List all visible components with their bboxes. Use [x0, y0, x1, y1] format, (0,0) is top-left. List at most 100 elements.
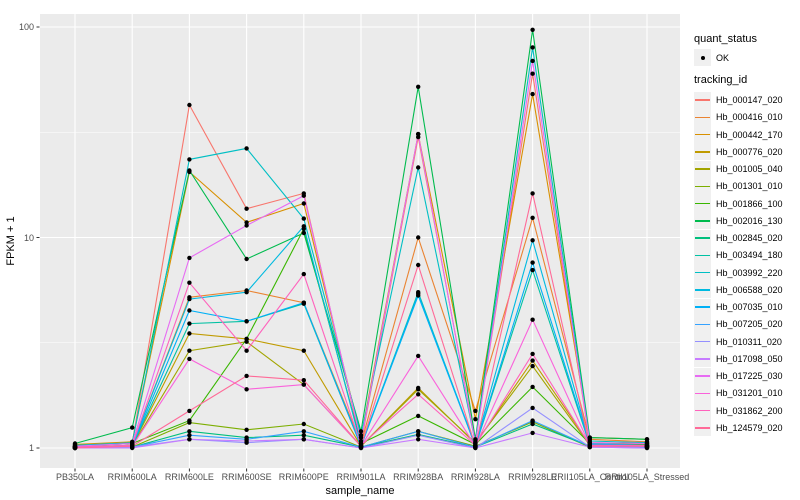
data-point[interactable]	[244, 223, 249, 228]
legend-item-Hb_010311_020[interactable]: Hb_010311_020	[694, 333, 800, 350]
legend-item-Hb_007205_020[interactable]: Hb_007205_020	[694, 315, 800, 333]
data-point[interactable]	[530, 317, 535, 322]
data-point[interactable]	[187, 418, 192, 423]
data-point[interactable]	[416, 293, 421, 298]
legend-item-Hb_003992_220[interactable]: Hb_003992_220	[694, 264, 800, 281]
data-point[interactable]	[530, 238, 535, 243]
data-point[interactable]	[130, 425, 135, 430]
legend-item-Hb_017225_030[interactable]: Hb_017225_030	[694, 367, 800, 385]
data-point[interactable]	[301, 378, 306, 383]
data-point[interactable]	[244, 290, 249, 295]
data-point[interactable]	[244, 220, 249, 225]
legend-item-Hb_001866_100[interactable]: Hb_001866_100	[694, 195, 800, 212]
data-point[interactable]	[187, 348, 192, 353]
data-point[interactable]	[244, 373, 249, 379]
legend-item-Hb_001301_010[interactable]: Hb_001301_010	[694, 177, 800, 195]
data-point[interactable]	[244, 438, 249, 444]
data-point[interactable]	[530, 45, 535, 50]
data-point[interactable]	[358, 433, 364, 438]
legend-item-Hb_007035_010[interactable]: Hb_007035_010	[694, 298, 800, 316]
data-point[interactable]	[187, 168, 192, 173]
legend-item-Hb_000416_010[interactable]: Hb_000416_010	[694, 108, 800, 126]
data-point[interactable]	[644, 437, 650, 442]
data-point[interactable]	[416, 413, 421, 419]
data-point[interactable]	[301, 433, 306, 438]
data-point[interactable]	[416, 131, 421, 137]
data-point[interactable]	[530, 384, 535, 390]
data-point[interactable]	[416, 165, 421, 170]
data-point[interactable]	[301, 429, 306, 434]
data-point[interactable]	[473, 437, 478, 442]
legend-item-Hb_002016_130[interactable]: Hb_002016_130	[694, 212, 800, 230]
data-point[interactable]	[473, 417, 478, 422]
data-point[interactable]	[530, 267, 535, 273]
data-point[interactable]	[530, 351, 535, 357]
data-point[interactable]	[244, 146, 249, 151]
data-point[interactable]	[187, 408, 192, 414]
data-point[interactable]	[244, 348, 249, 353]
legend-item-Hb_031862_200[interactable]: Hb_031862_200	[694, 402, 800, 419]
data-point[interactable]	[301, 421, 306, 427]
data-point[interactable]	[644, 444, 650, 449]
data-point[interactable]	[244, 256, 249, 262]
data-point[interactable]	[530, 215, 535, 220]
data-point[interactable]	[301, 348, 306, 353]
data-point[interactable]	[358, 444, 364, 449]
data-point[interactable]	[530, 418, 535, 423]
data-point[interactable]	[416, 235, 421, 240]
legend-item-Hb_000147_020[interactable]: Hb_000147_020	[694, 91, 800, 109]
legend-item-Hb_001005_040[interactable]: Hb_001005_040	[694, 160, 800, 178]
data-point[interactable]	[587, 444, 592, 449]
data-point[interactable]	[187, 308, 192, 313]
data-point[interactable]	[244, 319, 249, 324]
legend-item-Hb_000776_020[interactable]: Hb_000776_020	[694, 143, 800, 161]
data-point[interactable]	[301, 437, 306, 442]
data-point[interactable]	[301, 216, 306, 221]
data-point[interactable]	[530, 71, 535, 76]
data-point[interactable]	[187, 255, 192, 261]
data-point[interactable]	[587, 435, 592, 440]
legend-item-Hb_017098_050[interactable]: Hb_017098_050	[694, 350, 800, 368]
data-point[interactable]	[301, 230, 306, 236]
data-point[interactable]	[301, 382, 306, 387]
data-point[interactable]	[530, 91, 535, 97]
data-point[interactable]	[244, 206, 249, 211]
data-point[interactable]	[416, 437, 421, 442]
data-point[interactable]	[187, 280, 192, 285]
data-point[interactable]	[244, 427, 249, 432]
data-point[interactable]	[130, 444, 135, 449]
data-point[interactable]	[301, 224, 306, 229]
data-point[interactable]	[187, 429, 192, 434]
data-point[interactable]	[416, 392, 421, 397]
data-point[interactable]	[416, 84, 421, 90]
data-point[interactable]	[530, 260, 535, 265]
data-point[interactable]	[244, 387, 249, 392]
data-point[interactable]	[473, 444, 478, 449]
data-point[interactable]	[416, 353, 421, 359]
data-point[interactable]	[244, 336, 249, 342]
data-point[interactable]	[416, 262, 421, 268]
data-point[interactable]	[187, 321, 192, 326]
data-point[interactable]	[187, 356, 192, 362]
legend-item-Hb_031201_010[interactable]: Hb_031201_010	[694, 384, 800, 402]
data-point[interactable]	[530, 405, 535, 411]
legend-item-Hb_000442_170[interactable]: Hb_000442_170	[694, 126, 800, 143]
data-point[interactable]	[530, 191, 535, 196]
legend-item-Hb_003494_180[interactable]: Hb_003494_180	[694, 246, 800, 264]
legend-item-ok[interactable]: OK	[694, 49, 800, 66]
legend-item-Hb_124579_020[interactable]: Hb_124579_020	[694, 419, 800, 437]
data-point[interactable]	[187, 331, 192, 336]
data-point[interactable]	[416, 433, 421, 438]
data-point[interactable]	[530, 27, 535, 32]
legend-item-Hb_002845_020[interactable]: Hb_002845_020	[694, 229, 800, 247]
data-point[interactable]	[358, 429, 364, 434]
data-point[interactable]	[358, 438, 364, 444]
data-point[interactable]	[473, 408, 478, 414]
data-point[interactable]	[187, 102, 192, 108]
data-point[interactable]	[416, 387, 421, 392]
data-point[interactable]	[187, 296, 192, 302]
data-point[interactable]	[416, 429, 421, 434]
legend-item-Hb_006588_020[interactable]: Hb_006588_020	[694, 281, 800, 299]
data-point[interactable]	[187, 433, 192, 438]
data-point[interactable]	[530, 421, 535, 427]
